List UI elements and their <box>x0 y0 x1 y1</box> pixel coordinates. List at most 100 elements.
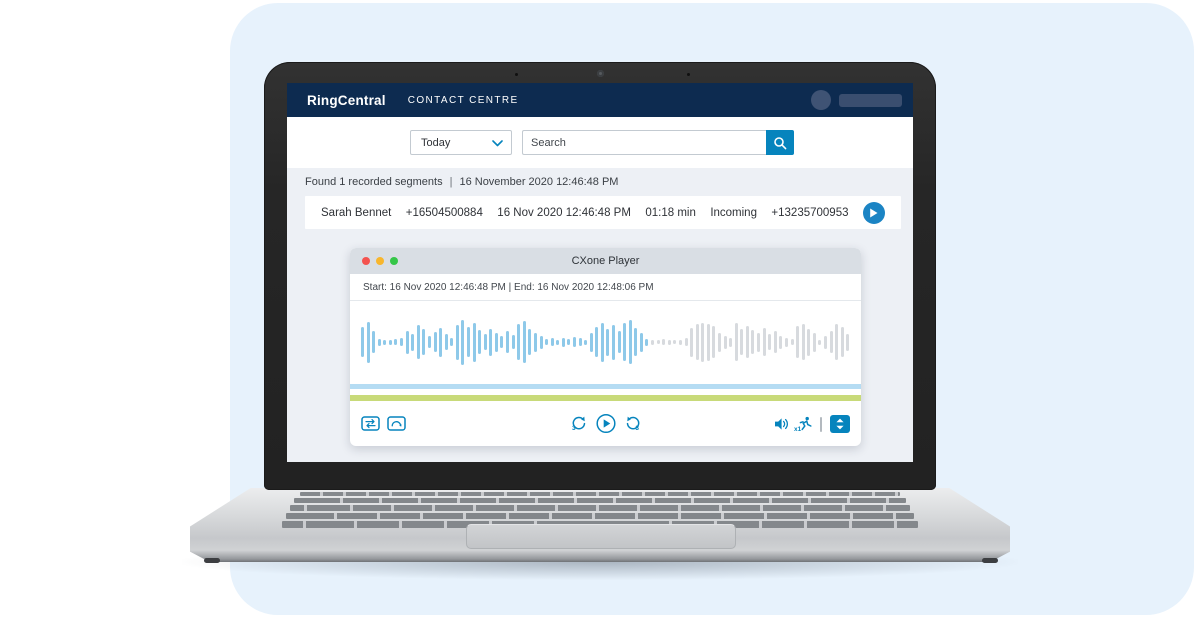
mono-view-button[interactable] <box>387 416 406 431</box>
waveform-bar <box>773 331 777 353</box>
waveform-bar <box>494 332 498 352</box>
skip-back-3-button[interactable]: 3 <box>570 415 586 432</box>
waveform-bar <box>394 339 398 345</box>
waveform-bar <box>416 325 420 359</box>
row-play-button[interactable] <box>862 201 885 224</box>
callee-number: +13235700953 <box>771 206 849 219</box>
chevron-down-icon <box>492 140 503 147</box>
divider <box>820 416 822 432</box>
date-filter-dropdown[interactable]: Today <box>410 130 512 155</box>
player-title: CXone Player <box>571 255 640 267</box>
waveform-bar <box>684 338 688 346</box>
more-options-button[interactable] <box>830 415 850 433</box>
waveform-bar <box>584 339 588 345</box>
waveform-bar <box>762 328 766 356</box>
waveform-bar <box>433 332 437 352</box>
waveform-bar <box>734 323 738 361</box>
zoom-button[interactable] <box>390 257 398 265</box>
search-input[interactable] <box>522 130 766 155</box>
waveform-bar <box>405 330 409 354</box>
results-date: 16 November 2020 12:46:48 PM <box>459 176 619 188</box>
playback-speed-button[interactable]: x1 <box>794 416 812 433</box>
keyboard-row <box>294 498 906 503</box>
avatar[interactable] <box>811 90 831 110</box>
keyboard-row <box>286 513 914 519</box>
microphone-dot <box>687 73 690 76</box>
close-button[interactable] <box>362 257 370 265</box>
player-titlebar[interactable]: CXone Player <box>350 248 861 274</box>
waveform-bar <box>377 338 381 346</box>
webcam-icon <box>597 70 604 77</box>
app-header: RingCentral CONTACT CENTRE <box>287 83 913 117</box>
waveform-bar <box>718 332 721 352</box>
waveform-bar <box>400 338 404 346</box>
waveform-bar <box>606 328 610 356</box>
waveform-bar <box>589 332 593 352</box>
caller-number: +16504500884 <box>405 206 483 219</box>
waveform-bar <box>701 322 705 362</box>
waveform-bar <box>690 327 694 357</box>
search-button[interactable] <box>766 130 794 155</box>
waveform-bar <box>812 332 816 352</box>
separator: | <box>449 176 453 188</box>
waveform-bar <box>366 321 370 363</box>
recording-datetime: 16 Nov 2020 12:46:48 PM <box>497 206 631 219</box>
recording-row[interactable]: Sarah Bennet +16504500884 16 Nov 2020 12… <box>305 196 901 229</box>
output-group: x1 <box>774 415 850 433</box>
waveform-bar <box>723 335 727 349</box>
customer-track-bar[interactable] <box>350 395 861 401</box>
waveform-bar <box>617 331 621 353</box>
waveform-bar <box>388 339 392 345</box>
user-name-placeholder <box>839 94 902 107</box>
waveform-bar <box>578 338 582 346</box>
skip-back-icon <box>572 416 585 430</box>
trackpad <box>466 524 736 549</box>
waveform-bar <box>801 324 805 360</box>
waveform-bar <box>840 327 844 357</box>
skip-back-label: 3 <box>572 425 576 432</box>
waveform-bar <box>450 338 454 346</box>
waveform-bar <box>656 340 660 344</box>
waveform-bar <box>361 327 364 357</box>
audio-waveform[interactable] <box>361 304 850 380</box>
skip-forward-3-button[interactable]: 3 <box>625 415 641 432</box>
stereo-view-icon <box>361 416 380 431</box>
results-section: Found 1 recorded segments | 16 November 20… <box>287 168 913 462</box>
playback-speed-label: x1 <box>794 426 802 433</box>
waveform-bar <box>550 338 554 346</box>
stereo-view-button[interactable] <box>361 416 380 431</box>
waveform-bar <box>623 323 627 361</box>
waveform-bar <box>455 324 459 360</box>
play-icon <box>595 413 616 434</box>
waveform-bar <box>662 339 666 345</box>
minimize-button[interactable] <box>376 257 384 265</box>
agent-track-bar[interactable] <box>350 384 861 389</box>
volume-icon <box>775 418 788 430</box>
waveform-bar <box>545 339 549 345</box>
waveform-bar <box>790 339 794 345</box>
waveform-bar <box>807 328 811 356</box>
date-filter-value: Today <box>421 136 451 149</box>
waveform-bar <box>639 332 643 352</box>
skip-forward-label: 3 <box>635 425 639 432</box>
waveform-bar <box>511 335 515 349</box>
laptop-screen: RingCentral CONTACT CENTRE Today Found 1… <box>287 83 913 462</box>
waveform-bar <box>667 339 671 345</box>
product-name: CONTACT CENTRE <box>407 94 519 106</box>
transport-group: 3 3 <box>570 413 641 434</box>
waveform-bar <box>595 327 599 357</box>
waveform-bar <box>628 320 632 364</box>
keyboard-row <box>300 492 900 496</box>
volume-button[interactable] <box>774 417 790 431</box>
waveform-bar <box>645 338 649 346</box>
play-icon <box>870 208 878 217</box>
waveform-bar <box>533 332 537 352</box>
play-button[interactable] <box>595 413 616 434</box>
call-direction: Incoming <box>710 206 757 219</box>
waveform-bar <box>522 321 526 363</box>
waveform-bar <box>835 324 839 360</box>
microphone-dot <box>515 73 518 76</box>
caller-name: Sarah Bennet <box>321 206 392 219</box>
view-toggle-group <box>361 416 406 431</box>
waveform-bar <box>846 333 850 351</box>
